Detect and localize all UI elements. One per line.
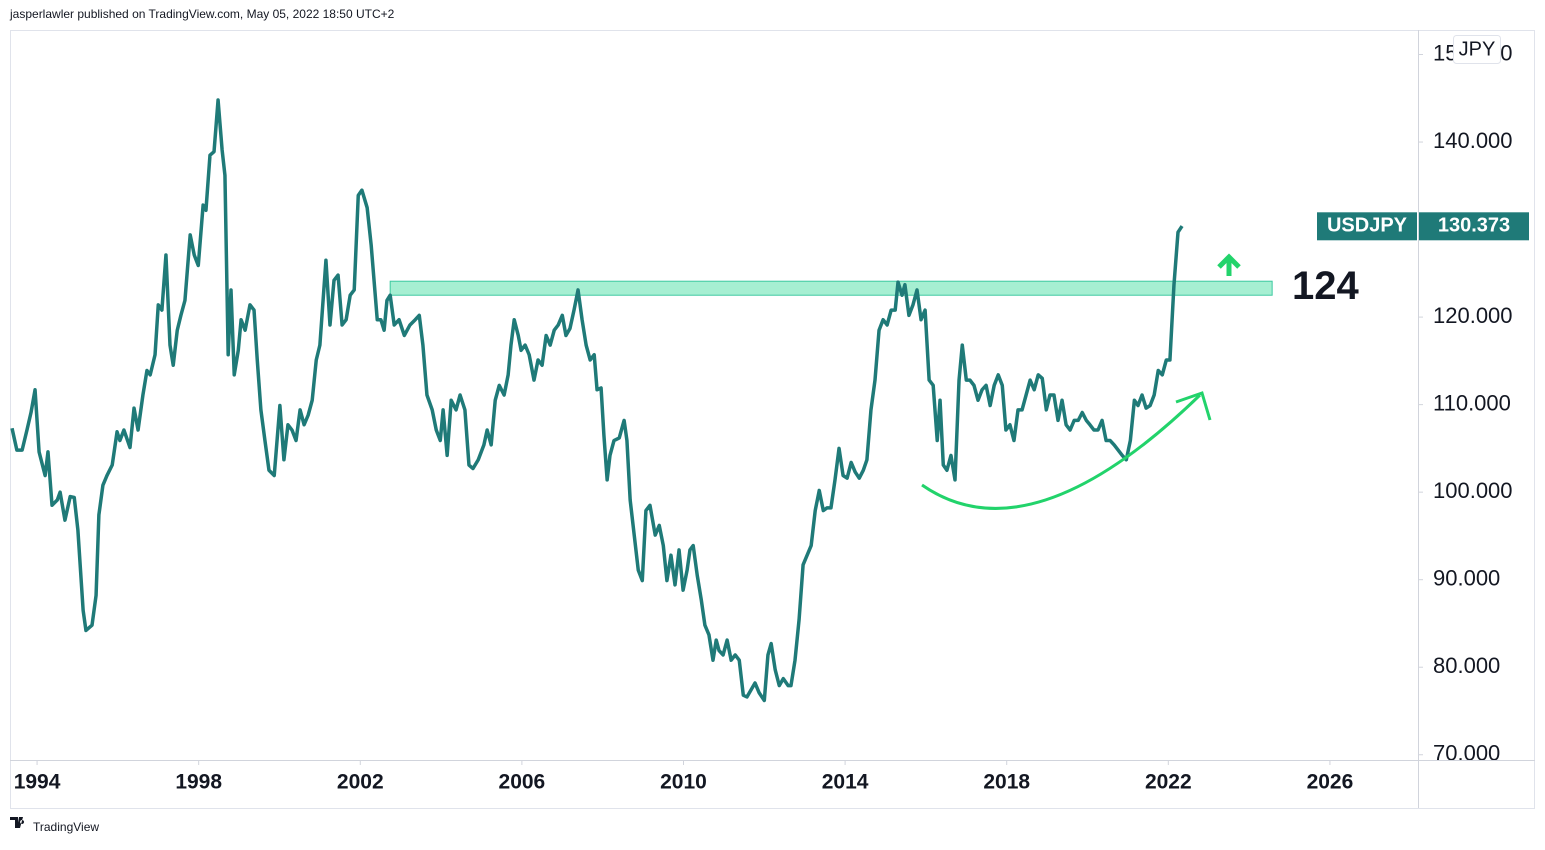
- curve-arrow: [921, 393, 1202, 510]
- x-tick-label: 2018: [983, 771, 1030, 794]
- x-tick-label: 2026: [1307, 771, 1354, 794]
- footer-logo: [10, 817, 25, 828]
- x-tick-label: 2010: [660, 771, 707, 794]
- last-price-box: [1419, 212, 1529, 241]
- y-tick-label: 70.000: [1433, 741, 1500, 766]
- y-tick-label: 110.000: [1433, 390, 1511, 415]
- last-price-name: USDJPY: [1327, 215, 1408, 237]
- last-price-name-box: [1317, 212, 1417, 241]
- x-tick-label: 2022: [1145, 771, 1192, 794]
- zone-label: 124: [1292, 264, 1359, 308]
- y-tick-label: 80.000: [1433, 653, 1500, 678]
- header: jasperlawler published on TradingView.co…: [9, 7, 395, 21]
- x-tick-label: 2006: [499, 771, 546, 794]
- y-tick-label: 120.000: [1433, 303, 1513, 328]
- resistance-zone: [389, 280, 1273, 296]
- y-tick-label: 140.000: [1433, 128, 1513, 153]
- currency: JPY: [1459, 38, 1496, 60]
- x-tick-label: 1994: [14, 771, 61, 794]
- up-arrow: [1217, 253, 1241, 276]
- x-tick-label: 2014: [822, 771, 869, 794]
- footer: TradingView: [33, 820, 99, 834]
- last-price: 130.373: [1438, 215, 1510, 237]
- y-tick-label: 90.000: [1433, 566, 1500, 591]
- frame: [10, 30, 1535, 809]
- x-tick-label: 1998: [175, 771, 222, 794]
- price-line: [10, 98, 1184, 703]
- currency-box: [1453, 35, 1501, 64]
- curve-arrowhead: [1175, 391, 1212, 421]
- y-tick-label: 100.000: [1433, 478, 1513, 503]
- x-tick-label: 2002: [337, 771, 384, 794]
